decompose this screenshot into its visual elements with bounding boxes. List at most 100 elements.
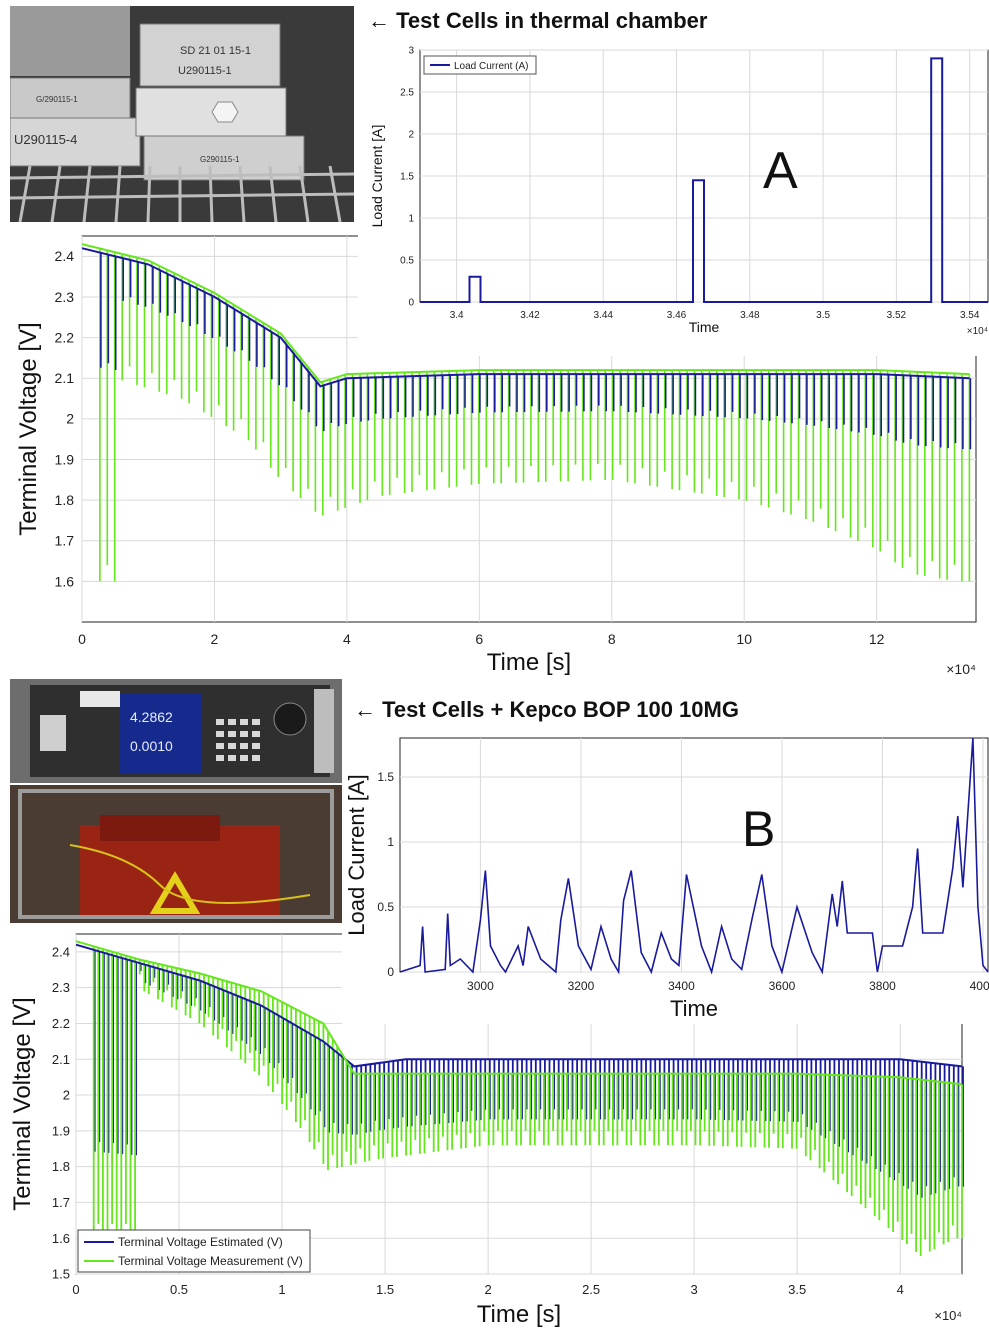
x-tick-label: 3.54 (960, 310, 980, 321)
x-axis-label: Time [s] (487, 649, 571, 676)
x-exponent-label: ×10⁴ (967, 326, 988, 337)
x-tick-label: 1.5 (376, 1282, 394, 1297)
chart-a-load-current: 3.4 3.42 3.44 3.46 3.48 3.5 3.52 3.54 0 0.5 1 1.5 2 2… (369, 46, 989, 337)
x-tick-label: 4 (343, 631, 351, 647)
y-tick-label: 1 (408, 214, 414, 225)
y-tick-label: 2.2 (52, 1016, 70, 1031)
x-tick-label: 12 (869, 631, 885, 647)
y-tick-label: 0 (408, 298, 414, 309)
x-tick-label: 6 (475, 631, 483, 647)
series-estimated-line (75, 943, 963, 1068)
x-tick-label: 3.48 (740, 310, 760, 321)
display-voltage: 4.2862 (130, 709, 173, 725)
estimated-spikes (100, 252, 972, 450)
display-current: 0.0010 (130, 738, 173, 754)
x-tick-label: 3800 (869, 979, 896, 993)
y-tick-label: 1.9 (55, 451, 75, 467)
legend: Load Current (A) (423, 55, 537, 75)
y-tick-label: 1.6 (55, 573, 75, 589)
x-tick-label: 1 (278, 1282, 285, 1297)
y-axis-label: Load Current [A] (369, 125, 385, 228)
x-tick-label: 2 (484, 1282, 491, 1297)
y-tick-label: 1.5 (377, 770, 394, 784)
x-tick-label: 3.44 (593, 310, 613, 321)
y-tick-label: 1.7 (55, 533, 75, 549)
x-tick-label: 3.5 (816, 310, 830, 321)
series-load-current-line (399, 737, 989, 975)
x-exponent-label: ×10⁴ (946, 661, 976, 677)
caption-kepco: ← Test Cells + Kepco BOP 100 10MG (354, 697, 739, 722)
photo-thermal-chamber: SD 21 01 15-1 U290115-1 G/290115-1 U2901… (10, 6, 354, 222)
y-tick-label: 1.5 (52, 1267, 70, 1282)
y-tick-label: 1.7 (52, 1195, 70, 1210)
photo-kepco-supply: 4.2862 0.0010 (10, 679, 342, 783)
y-axis-label: Terminal Voltage [V] (9, 997, 36, 1210)
y-tick-label: 3 (408, 46, 414, 57)
x-tick-label: 3.4 (450, 310, 464, 321)
x-tick-label: 8 (608, 631, 616, 647)
caption-thermal-chamber: ← Test Cells in thermal chamber (368, 8, 708, 33)
thermal-chamber-image: SD 21 01 15-1 U290115-1 G/290115-1 U2901… (10, 6, 354, 222)
x-tick-label: 3400 (668, 979, 695, 993)
legend: Terminal Voltage Estimated (V) Terminal V… (77, 1229, 311, 1273)
series-estimated-line (81, 247, 970, 388)
y-tick-label: 1.6 (52, 1231, 70, 1246)
x-axis-label: Time [s] (477, 1301, 561, 1328)
x-tick-label: 2 (211, 631, 219, 647)
y-tick-label: 2 (66, 411, 74, 427)
y-axis-label: Terminal Voltage [V] (15, 322, 42, 535)
y-tick-label: 0.5 (377, 900, 394, 914)
x-exponent-label: ×10⁴ (934, 1308, 962, 1323)
panel-label-b: B (742, 801, 775, 857)
cell-label-4: U290115-4 (14, 132, 77, 147)
y-tick-label: 1.5 (400, 172, 414, 183)
x-tick-label: 0 (72, 1282, 79, 1297)
x-tick-label: 3.42 (520, 310, 540, 321)
y-axis-label: Load Current [A] (344, 774, 369, 935)
x-tick-label: 3200 (568, 979, 595, 993)
y-tick-label: 2.2 (55, 329, 75, 345)
legend-label-load-current: Load Current (A) (454, 61, 528, 72)
photo-cells-chamber-b (10, 785, 342, 923)
measurement-spikes (92, 946, 963, 1256)
y-tick-label: 0.5 (400, 256, 414, 267)
series-measurement-line (81, 243, 970, 384)
x-tick-label: 2.5 (582, 1282, 600, 1297)
legend-box (423, 55, 537, 75)
x-tick-label: 3600 (769, 979, 796, 993)
cell-label-2: U290115-1 (178, 65, 232, 77)
measurement-spikes (99, 248, 971, 582)
y-tick-label: 1 (387, 835, 394, 849)
y-tick-label: 1.9 (52, 1123, 70, 1138)
y-tick-label: 0 (387, 965, 394, 979)
y-tick-label: 2.4 (55, 248, 75, 264)
x-tick-label: 10 (736, 631, 752, 647)
y-tick-label: 1.8 (52, 1159, 70, 1174)
legend-label-estimated: Terminal Voltage Estimated (V) (118, 1235, 283, 1249)
cell-label-3: G/290115-1 (36, 95, 78, 104)
legend-label-measurement: Terminal Voltage Measurement (V) (118, 1254, 303, 1268)
y-tick-label: 2 (63, 1088, 70, 1103)
x-tick-label: 3.46 (667, 310, 687, 321)
kepco-image: 4.2862 0.0010 (10, 679, 342, 783)
y-tick-label: 2.1 (55, 370, 75, 386)
estimated-spikes (93, 949, 964, 1198)
x-axis-label: Time (689, 319, 720, 335)
x-tick-label: 0 (78, 631, 86, 647)
cells-chamber-b-image (10, 785, 342, 923)
y-tick-label: 2.3 (52, 980, 70, 995)
series-load-current-line (420, 57, 988, 303)
x-tick-label: 3.5 (788, 1282, 806, 1297)
panel-label-a: A (763, 142, 798, 200)
series-measurement-line (75, 940, 963, 1086)
cell-label-5: G290115-1 (200, 155, 240, 164)
y-tick-label: 2.3 (55, 289, 75, 305)
y-tick-label: 2.5 (400, 88, 414, 99)
plot-area (399, 737, 989, 973)
legend-box (77, 1229, 311, 1273)
y-tick-label: 1.8 (55, 492, 75, 508)
y-tick-label: 2 (408, 130, 414, 141)
x-axis-label: Time (670, 996, 718, 1021)
